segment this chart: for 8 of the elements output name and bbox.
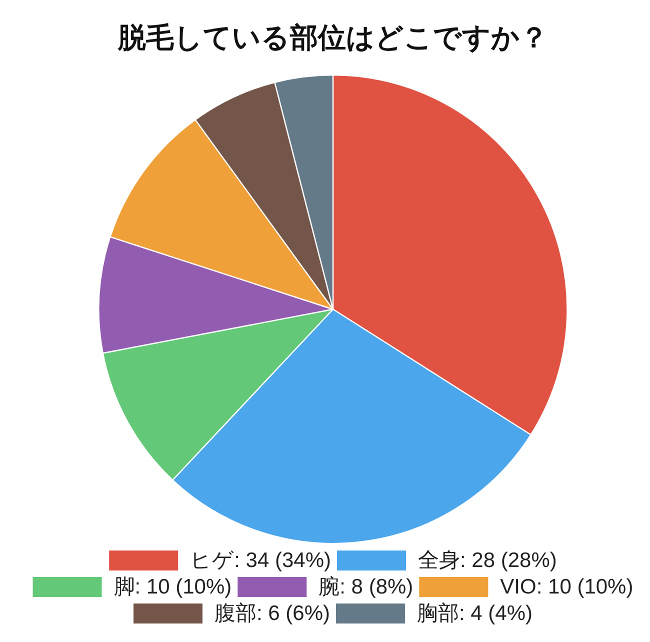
chart-title: 脱毛している部位はどこですか？	[117, 22, 548, 53]
legend-label: ヒゲ: 34 (34%)	[190, 549, 332, 572]
legend-label: 脚: 10 (10%)	[114, 576, 232, 598]
legend-label: 腹部: 6 (6%)	[214, 602, 330, 625]
legend-label: VIO: 10 (10%)	[500, 576, 634, 598]
legend-label: 胸部: 4 (4%)	[417, 602, 533, 625]
legend-label: 腕: 8 (8%)	[318, 576, 414, 598]
legend-label: 全身: 28 (28%)	[418, 549, 557, 572]
